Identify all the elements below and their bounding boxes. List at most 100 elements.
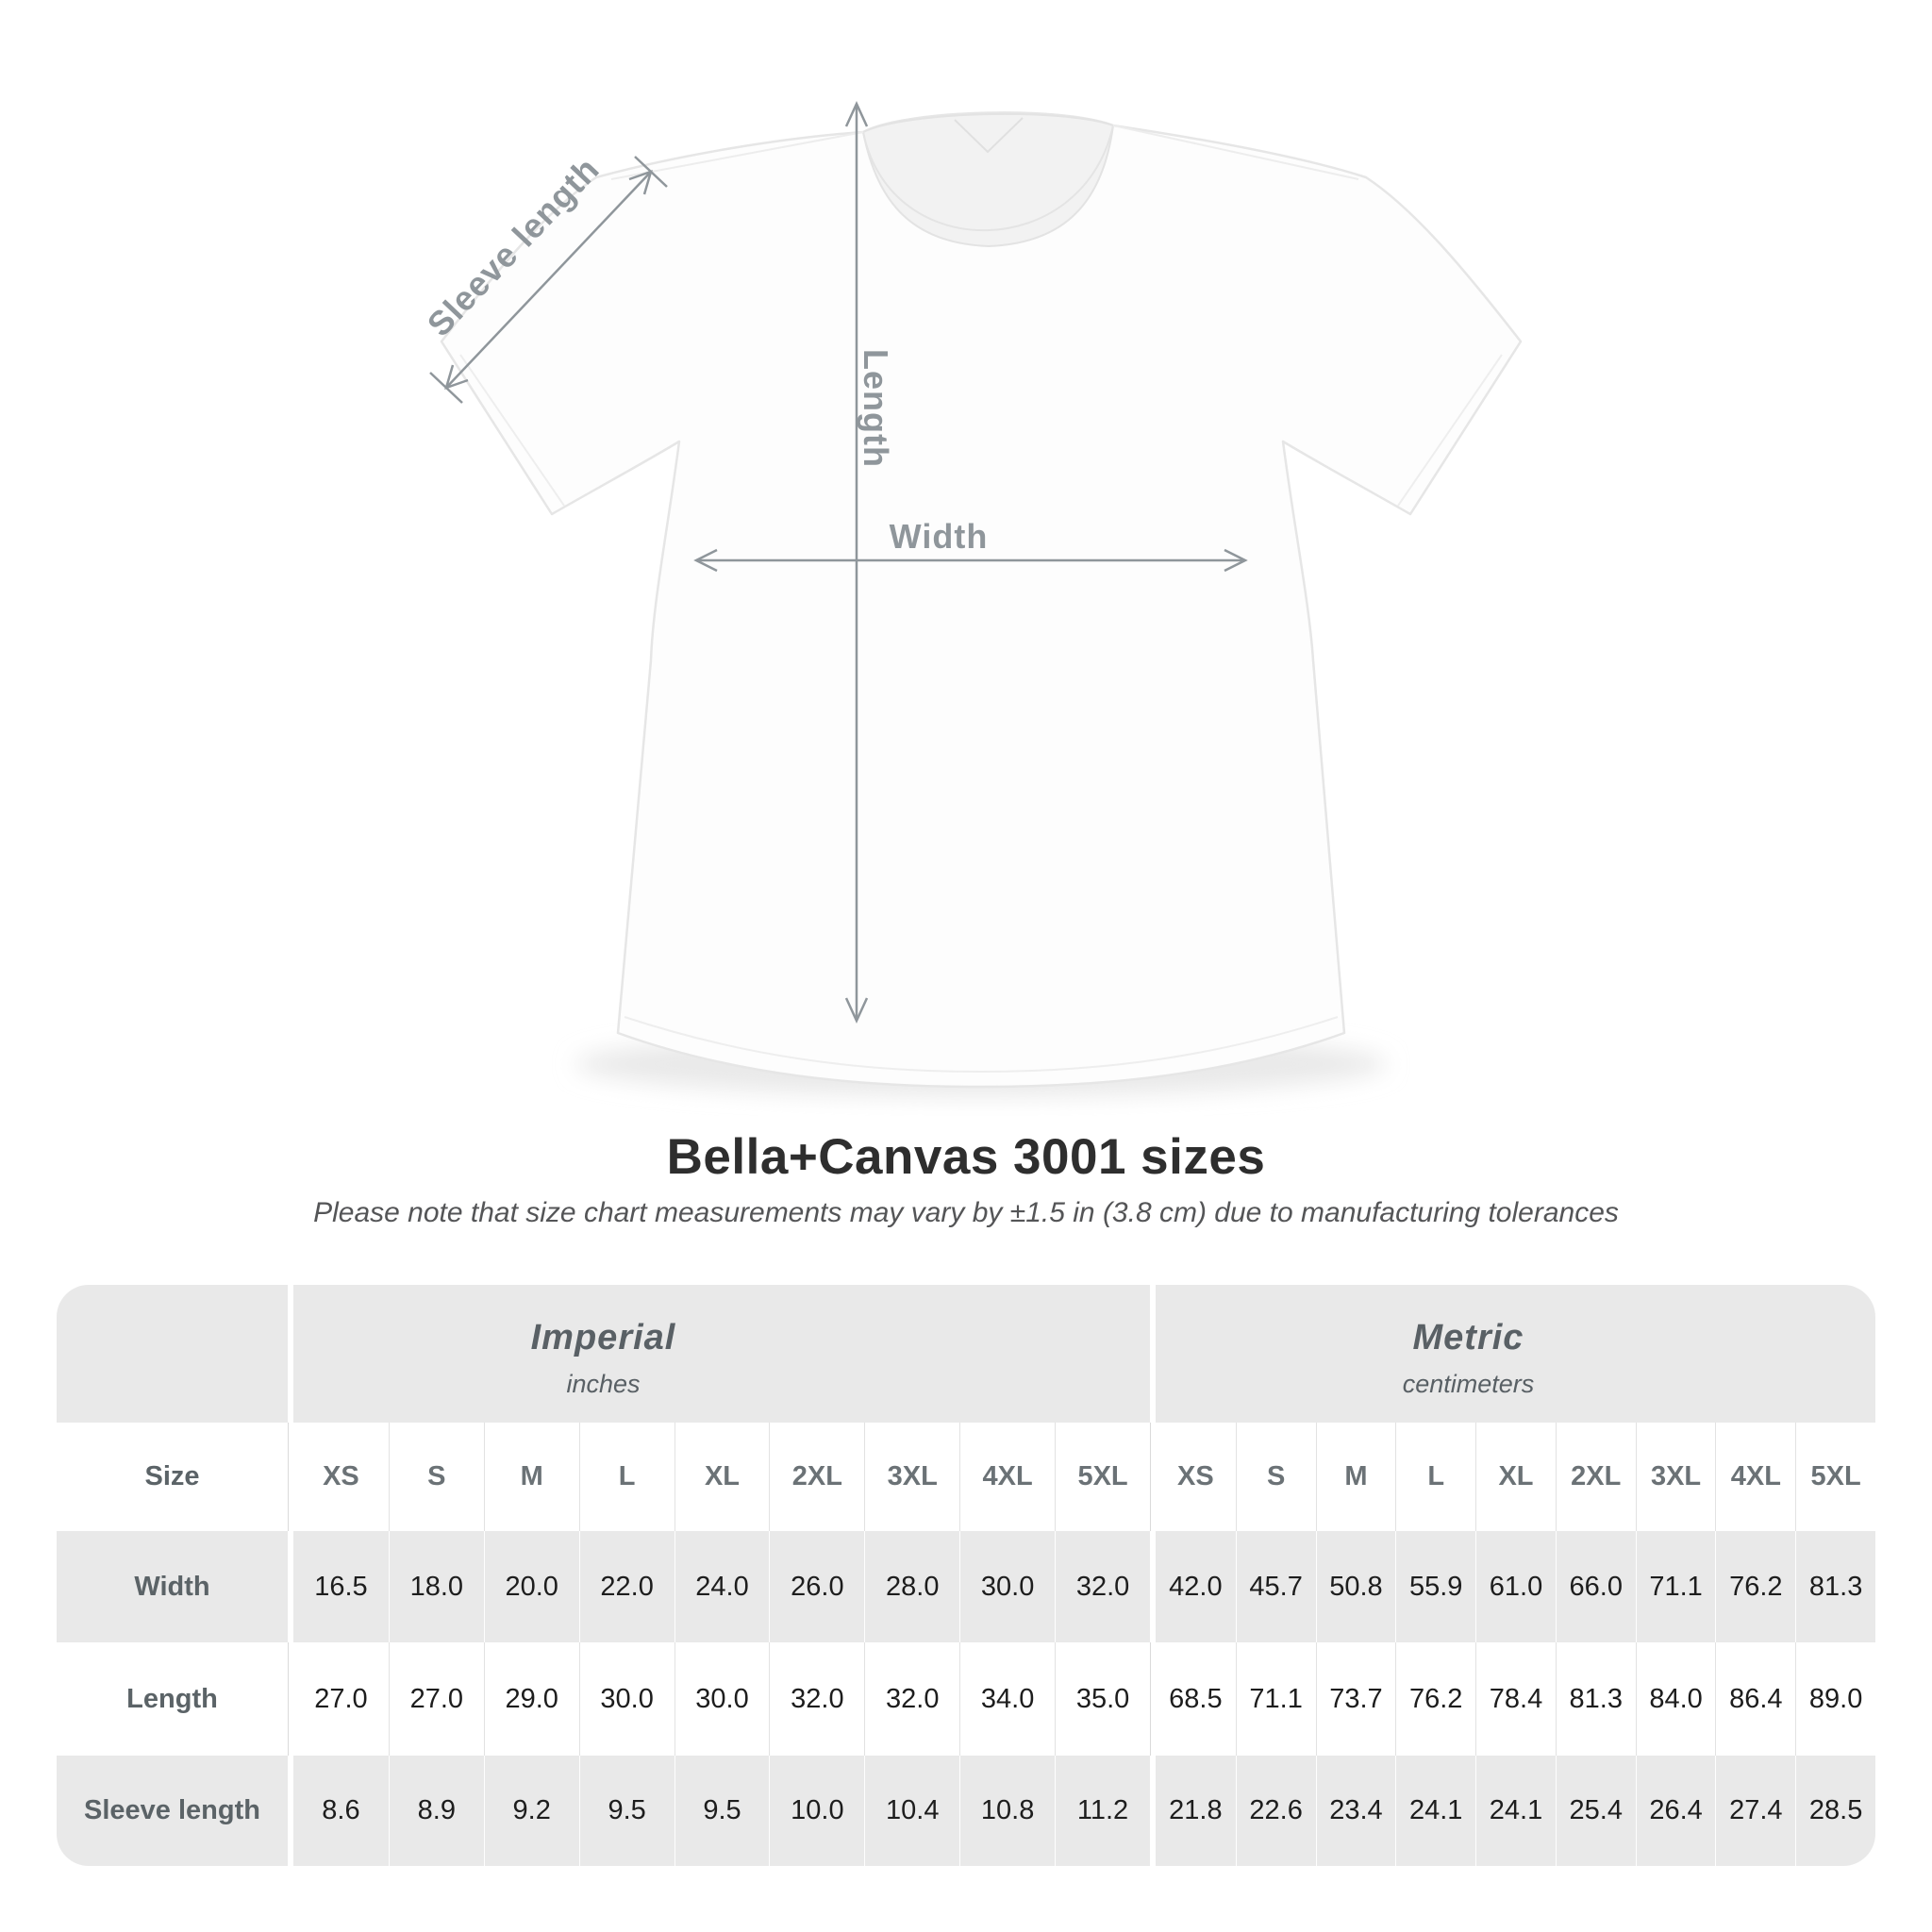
page-title: Bella+Canvas 3001 sizes <box>666 1129 1266 1185</box>
table-cell: 8.9 <box>388 1756 484 1866</box>
size-header-cell: L <box>1395 1423 1476 1531</box>
table-cell: 20.0 <box>483 1531 579 1642</box>
hem-seam <box>624 1016 1339 1074</box>
table-cell: 32.0 <box>864 1642 960 1756</box>
tshirt-body <box>440 111 1523 1089</box>
sleeve-length-arrow <box>429 156 668 404</box>
table-cell: 68.5 <box>1155 1642 1236 1756</box>
title-block: Bella+Canvas 3001 sizes Please note that… <box>0 1128 1932 1229</box>
width-label: Width <box>890 517 989 556</box>
length-arrow <box>844 100 869 1024</box>
table-cell: 32.0 <box>1055 1531 1150 1642</box>
group-divider <box>1149 1642 1156 1756</box>
collar-band-seam <box>862 125 1114 232</box>
table-cell: 71.1 <box>1635 1531 1716 1642</box>
cuff-seam-right <box>1397 354 1503 507</box>
table-cell: 18.0 <box>388 1531 484 1642</box>
table-cell: 30.0 <box>674 1642 770 1756</box>
table-cell: 27.0 <box>293 1642 389 1756</box>
table-cell: 10.8 <box>959 1756 1056 1866</box>
size-header-cell: XS <box>293 1423 389 1531</box>
table-cell: 16.5 <box>293 1531 389 1642</box>
column-divider <box>288 1756 293 1866</box>
column-divider <box>288 1642 293 1756</box>
table-cell: 8.6 <box>293 1756 389 1866</box>
table-cell: 24.0 <box>674 1531 770 1642</box>
table-cell: 45.7 <box>1235 1531 1316 1642</box>
table-cell: 42.0 <box>1155 1531 1236 1642</box>
metric-group-title: Metric <box>1412 1318 1524 1357</box>
size-header-cell: 4XL <box>1715 1423 1796 1531</box>
table-cell: 10.0 <box>769 1756 865 1866</box>
size-header-cell: S <box>388 1423 484 1531</box>
length-label: Length <box>857 349 895 468</box>
table-cell: 27.4 <box>1715 1756 1796 1866</box>
cuff-seam-left <box>459 354 565 507</box>
table-cell: 86.4 <box>1715 1642 1796 1756</box>
table-cell: 34.0 <box>959 1642 1056 1756</box>
table-cell: 89.0 <box>1795 1642 1875 1756</box>
size-header-cell: 3XL <box>1635 1423 1716 1531</box>
imperial-group-unit: inches <box>566 1370 641 1398</box>
table-cell: 73.7 <box>1315 1642 1396 1756</box>
shoulder-seam-right <box>1112 125 1359 180</box>
table-cell: 21.8 <box>1155 1756 1236 1866</box>
group-divider <box>1149 1531 1156 1642</box>
table-cell: 66.0 <box>1555 1531 1636 1642</box>
size-header-cell: 2XL <box>769 1423 865 1531</box>
table-cell: 32.0 <box>769 1642 865 1756</box>
table-cell: 25.4 <box>1555 1756 1636 1866</box>
size-header-cell: XS <box>1155 1423 1236 1531</box>
table-cell: 55.9 <box>1395 1531 1476 1642</box>
table-cell: 28.5 <box>1795 1756 1875 1866</box>
size-header-cell: XL <box>1475 1423 1556 1531</box>
table-cell: 26.4 <box>1635 1756 1716 1866</box>
size-column-header: Size <box>57 1423 288 1531</box>
size-header-cell: 5XL <box>1055 1423 1150 1531</box>
size-table: Imperial inches Metric centimeters Size X… <box>57 1285 1875 1866</box>
row-label: Width <box>57 1531 288 1642</box>
shoulder-seam-left <box>610 131 864 180</box>
table-cell: 11.2 <box>1055 1756 1150 1866</box>
size-header-cell: 3XL <box>864 1423 960 1531</box>
table-cell: 81.3 <box>1795 1531 1875 1642</box>
table-cell: 26.0 <box>769 1531 865 1642</box>
table-cell: 35.0 <box>1055 1642 1150 1756</box>
size-header-cell: M <box>483 1423 579 1531</box>
table-cell: 76.2 <box>1395 1642 1476 1756</box>
collar-notch <box>954 117 1024 154</box>
table-cell: 30.0 <box>959 1531 1056 1642</box>
table-cell: 71.1 <box>1235 1642 1316 1756</box>
table-cell: 22.6 <box>1235 1756 1316 1866</box>
table-cell: 9.5 <box>674 1756 770 1866</box>
table-cell: 22.0 <box>578 1531 675 1642</box>
group-divider <box>1149 1285 1156 1423</box>
table-cell: 76.2 <box>1715 1531 1796 1642</box>
page-subtitle: Please note that size chart measurements… <box>313 1197 1619 1228</box>
table-cell: 9.5 <box>578 1756 675 1866</box>
table-cell: 28.0 <box>864 1531 960 1642</box>
size-header-cell: 4XL <box>959 1423 1056 1531</box>
tshirt-diagram: Length Width Sleeve length <box>420 100 1523 1096</box>
size-header-cell: S <box>1235 1423 1316 1531</box>
imperial-group-title: Imperial <box>530 1318 676 1357</box>
width-arrow <box>693 548 1248 573</box>
size-header-cell: 5XL <box>1795 1423 1875 1531</box>
group-divider <box>1149 1756 1156 1866</box>
size-header-cell: XL <box>674 1423 770 1531</box>
group-divider <box>1149 1423 1156 1531</box>
size-header-cell: L <box>578 1423 675 1531</box>
imperial-group-header: Imperial inches <box>57 1285 1150 1423</box>
table-cell: 30.0 <box>578 1642 675 1756</box>
size-header-cell: M <box>1315 1423 1396 1531</box>
table-cell: 24.1 <box>1475 1756 1556 1866</box>
table-cell: 9.2 <box>483 1756 579 1866</box>
row-label: Length <box>57 1642 288 1756</box>
table-cell: 23.4 <box>1315 1756 1396 1866</box>
row-label: Sleeve length <box>57 1756 288 1866</box>
table-cell: 84.0 <box>1635 1642 1716 1756</box>
table-cell: 81.3 <box>1555 1642 1636 1756</box>
metric-group-unit: centimeters <box>1402 1370 1535 1398</box>
table-cell: 61.0 <box>1475 1531 1556 1642</box>
